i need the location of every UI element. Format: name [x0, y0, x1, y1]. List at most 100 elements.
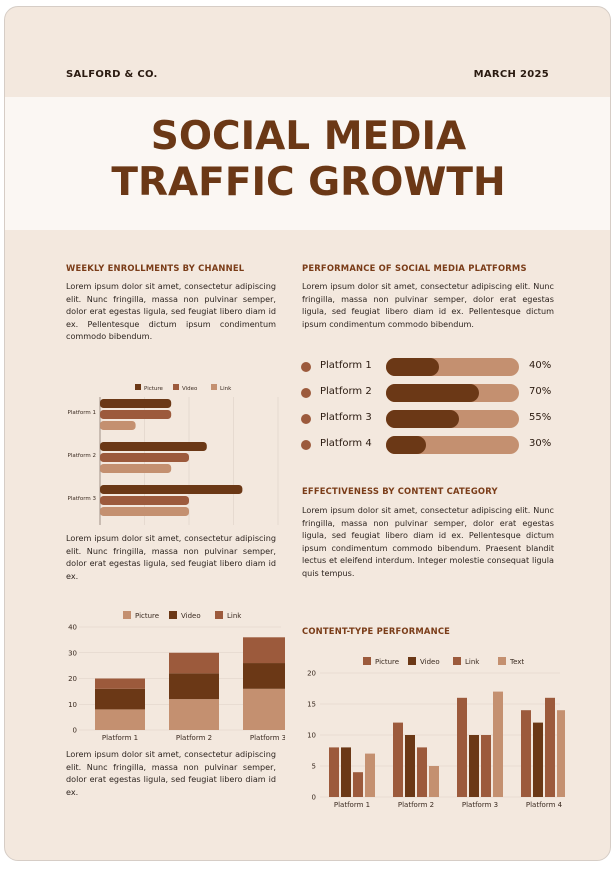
x-tick-label: Platform 3: [250, 734, 285, 742]
y-tick-label: 5: [312, 763, 316, 771]
platform-bar-percent: 70%: [529, 386, 552, 397]
platform-bar-percent: 40%: [529, 360, 552, 371]
bar-link-platform-2: [169, 652, 219, 674]
bar-video-platform-1: [341, 747, 351, 797]
bar-video-platform-3: [100, 496, 189, 505]
effectiveness-title: EFFECTIVENESS BY CONTENT CATEGORY: [302, 486, 498, 496]
effectiveness-text: Lorem ipsum dolor sit amet, consectetur …: [302, 505, 554, 578]
y-tick-label: Platform 3: [68, 496, 97, 502]
stacked-bar-chart: Picture Video Link 0 10 20 30 40 Platform 1 Platf…: [68, 611, 285, 742]
content-type-title: CONTENT-TYPE PERFORMANCE: [302, 626, 451, 636]
bar-video-platform-1: [95, 688, 145, 710]
y-tick-label: 10: [68, 701, 77, 709]
bar-link-platform-1: [95, 678, 145, 689]
legend-label-video: Video: [420, 658, 440, 666]
legend-label-link: Link: [227, 612, 242, 620]
platform-bar-row: Platform 1 40%: [301, 357, 561, 377]
weekly-enrollments-title: WEEKLY ENROLLMENTS BY CHANNEL: [66, 263, 245, 273]
bar-video-platform-3: [243, 663, 285, 689]
platform-bar-label: Platform 3: [320, 412, 372, 423]
bar-picture-platform-4: [521, 710, 531, 797]
bar-picture-platform-3: [457, 697, 467, 797]
bar-video-platform-3: [469, 735, 479, 797]
platform-bar-row: Platform 3 55%: [301, 409, 561, 429]
y-tick-label: 20: [307, 670, 316, 678]
progress-track: [386, 410, 519, 428]
legend-label-video: Video: [182, 386, 198, 392]
y-tick-label: 15: [307, 701, 316, 709]
y-tick-label: 30: [68, 649, 77, 657]
platform-bar-label: Platform 1: [320, 360, 372, 371]
legend-swatch-picture: [135, 384, 141, 390]
bar-video-platform-2: [405, 735, 415, 797]
x-tick-label: Platform 3: [462, 801, 498, 809]
progress-fill: [386, 358, 440, 376]
legend-swatch-link: [453, 657, 461, 665]
report-page: SALFORD & CO. MARCH 2025 SOCIAL MEDIA TR…: [4, 6, 611, 861]
y-tick-label: 10: [307, 732, 316, 740]
platform-bar-row: Platform 2 70%: [301, 383, 561, 403]
bar-picture-platform-1: [95, 709, 145, 730]
middle-text: Lorem ipsum dolor sit amet, consectetur …: [66, 533, 276, 581]
bar-link-platform-3: [481, 735, 491, 797]
bar-link-platform-2: [417, 747, 427, 797]
bullet-dot-icon: [301, 362, 311, 372]
weekly-enrollments-text: Lorem ipsum dolor sit amet, consectetur …: [66, 281, 276, 342]
legend-label-picture: Picture: [375, 658, 399, 666]
bar-picture-platform-2: [169, 699, 219, 730]
y-tick-label: Platform 1: [68, 410, 96, 416]
enrollments-hbar-chart: PictureVideoLink05101520Platform 1Platfo…: [68, 384, 279, 525]
legend-swatch-video: [408, 657, 416, 665]
legend-swatch-picture: [363, 657, 371, 665]
performance-title: PERFORMANCE OF SOCIAL MEDIA PLATFORMS: [302, 263, 527, 273]
bar-picture-platform-1: [329, 747, 339, 797]
bar-picture-platform-3: [100, 485, 243, 494]
x-tick-label: Platform 1: [334, 801, 370, 809]
bar-picture-platform-2: [393, 722, 403, 797]
legend-label-text: Text: [509, 658, 524, 666]
y-tick-label: 20: [68, 675, 77, 683]
legend-swatch-link: [211, 384, 217, 390]
bar-picture-platform-1: [100, 399, 172, 408]
title-band: SOCIAL MEDIA TRAFFIC GROWTH: [5, 97, 610, 230]
legend-label-link: Link: [220, 386, 232, 392]
progress-fill: [386, 436, 426, 454]
platform-bar-percent: 30%: [529, 438, 552, 449]
report-date: MARCH 2025: [473, 69, 549, 80]
legend-label-video: Video: [181, 612, 201, 620]
legend-swatch-link: [215, 611, 223, 619]
bar-link-platform-3: [100, 507, 189, 516]
legend-swatch-text: [498, 657, 506, 665]
bar-text-platform-3: [493, 691, 503, 797]
bar-video-platform-2: [100, 453, 189, 462]
progress-track: [386, 384, 519, 402]
bar-link-platform-2: [100, 464, 172, 473]
y-tick-label: 0: [312, 794, 316, 802]
page-title-line-2: TRAFFIC GROWTH: [111, 160, 506, 205]
platform-bar-row: Platform 4 30%: [301, 435, 561, 455]
bar-link-platform-3: [243, 637, 285, 664]
content-type-grouped-chart: Picture Video Link Text 0 5 10 15 20 Platform 1 Pl…: [307, 657, 565, 809]
legend-swatch-video: [169, 611, 177, 619]
bar-picture-platform-2: [100, 442, 207, 451]
bar-link-platform-4: [545, 697, 555, 797]
bullet-dot-icon: [301, 440, 311, 450]
bar-video-platform-2: [169, 673, 219, 700]
y-tick-label: 40: [68, 624, 77, 632]
x-tick-label: Platform 2: [398, 801, 434, 809]
x-tick-label: Platform 4: [526, 801, 563, 809]
page-title-line-1: SOCIAL MEDIA: [150, 114, 467, 159]
legend-swatch-video: [173, 384, 179, 390]
x-tick-label: Platform 1: [102, 734, 138, 742]
legend-swatch-picture: [123, 611, 131, 619]
bar-video-platform-4: [533, 722, 543, 797]
platform-bar-label: Platform 4: [320, 438, 372, 449]
performance-text: Lorem ipsum dolor sit amet, consectetur …: [302, 281, 554, 329]
bullet-dot-icon: [301, 388, 311, 398]
y-tick-label: 0: [73, 727, 77, 735]
bar-text-platform-1: [365, 753, 375, 797]
bar-text-platform-2: [429, 766, 439, 797]
bottom-text: Lorem ipsum dolor sit amet, consectetur …: [66, 749, 276, 797]
progress-fill: [386, 384, 480, 402]
progress-track: [386, 358, 519, 376]
